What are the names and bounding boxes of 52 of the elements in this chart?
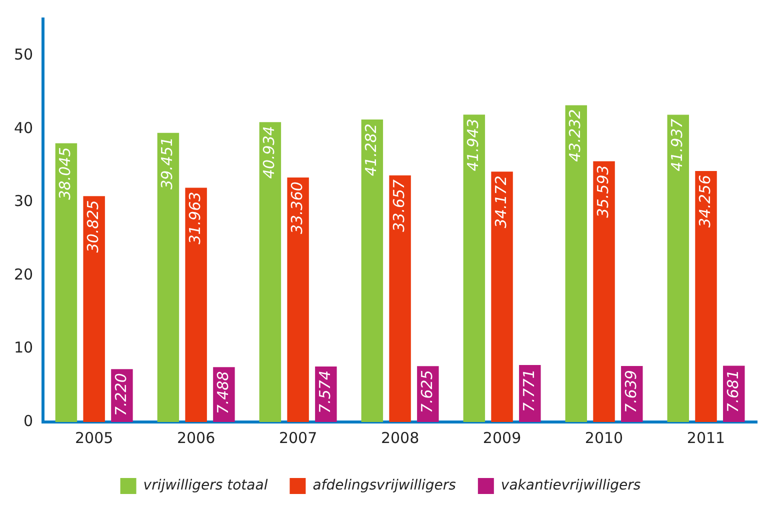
y-tick-label: 30 — [14, 192, 34, 210]
bar — [463, 114, 486, 422]
x-tick-label: 2006 — [176, 428, 216, 447]
legend-label: vrijwilligers totaal — [143, 478, 268, 494]
y-tick-label: 50 — [14, 46, 34, 64]
bar — [157, 132, 180, 422]
x-tick-label: 2009 — [482, 428, 522, 447]
data-label: 33.360 — [288, 182, 306, 234]
legend-label: afdelingsvrijwilligers — [312, 478, 456, 494]
data-label: 40.934 — [260, 126, 278, 179]
data-label: 41.943 — [464, 118, 482, 172]
bar — [185, 188, 207, 422]
data-label: 7.574 — [316, 370, 334, 414]
y-tick-label: 40 — [14, 118, 34, 137]
x-tick-label: 2007 — [278, 428, 318, 447]
data-label: 43.232 — [566, 109, 584, 162]
bar — [361, 120, 384, 422]
y-tick-label: 0 — [24, 412, 34, 430]
data-label: 31.963 — [186, 192, 204, 244]
bar — [667, 114, 689, 422]
data-label: 7.488 — [214, 371, 232, 414]
data-label: 34.172 — [492, 176, 510, 228]
bar — [695, 170, 717, 422]
bar — [389, 175, 411, 422]
bar — [565, 105, 588, 422]
data-label: 35.593 — [594, 165, 612, 218]
legend-label: vakantievrijwilligers — [500, 478, 641, 494]
data-label: 38.045 — [56, 147, 74, 200]
bar — [259, 122, 282, 422]
bar — [83, 196, 105, 422]
data-label: 7.639 — [622, 370, 640, 413]
bar — [519, 365, 541, 422]
bar — [55, 143, 78, 422]
data-label: 7.625 — [418, 370, 436, 414]
y-tick-label: 20 — [14, 265, 34, 284]
bar — [491, 172, 513, 422]
data-label: 7.220 — [112, 373, 130, 416]
data-label: 30.825 — [84, 200, 102, 253]
y-tick-label: 10 — [14, 338, 34, 357]
data-label: 33.657 — [390, 178, 408, 232]
x-tick-label: 2005 — [74, 428, 114, 447]
bar — [287, 178, 309, 422]
data-label: 34.256 — [696, 174, 714, 228]
data-label: 7.771 — [520, 369, 538, 412]
x-tick-label: 2010 — [584, 428, 624, 447]
data-label: 41.282 — [362, 124, 380, 176]
data-label: 39.451 — [158, 136, 176, 190]
data-label: 7.681 — [724, 370, 742, 413]
x-tick-label: 2011 — [686, 428, 726, 447]
bar — [593, 161, 615, 422]
x-tick-label: 2008 — [380, 428, 420, 447]
data-label: 41.937 — [668, 118, 686, 172]
